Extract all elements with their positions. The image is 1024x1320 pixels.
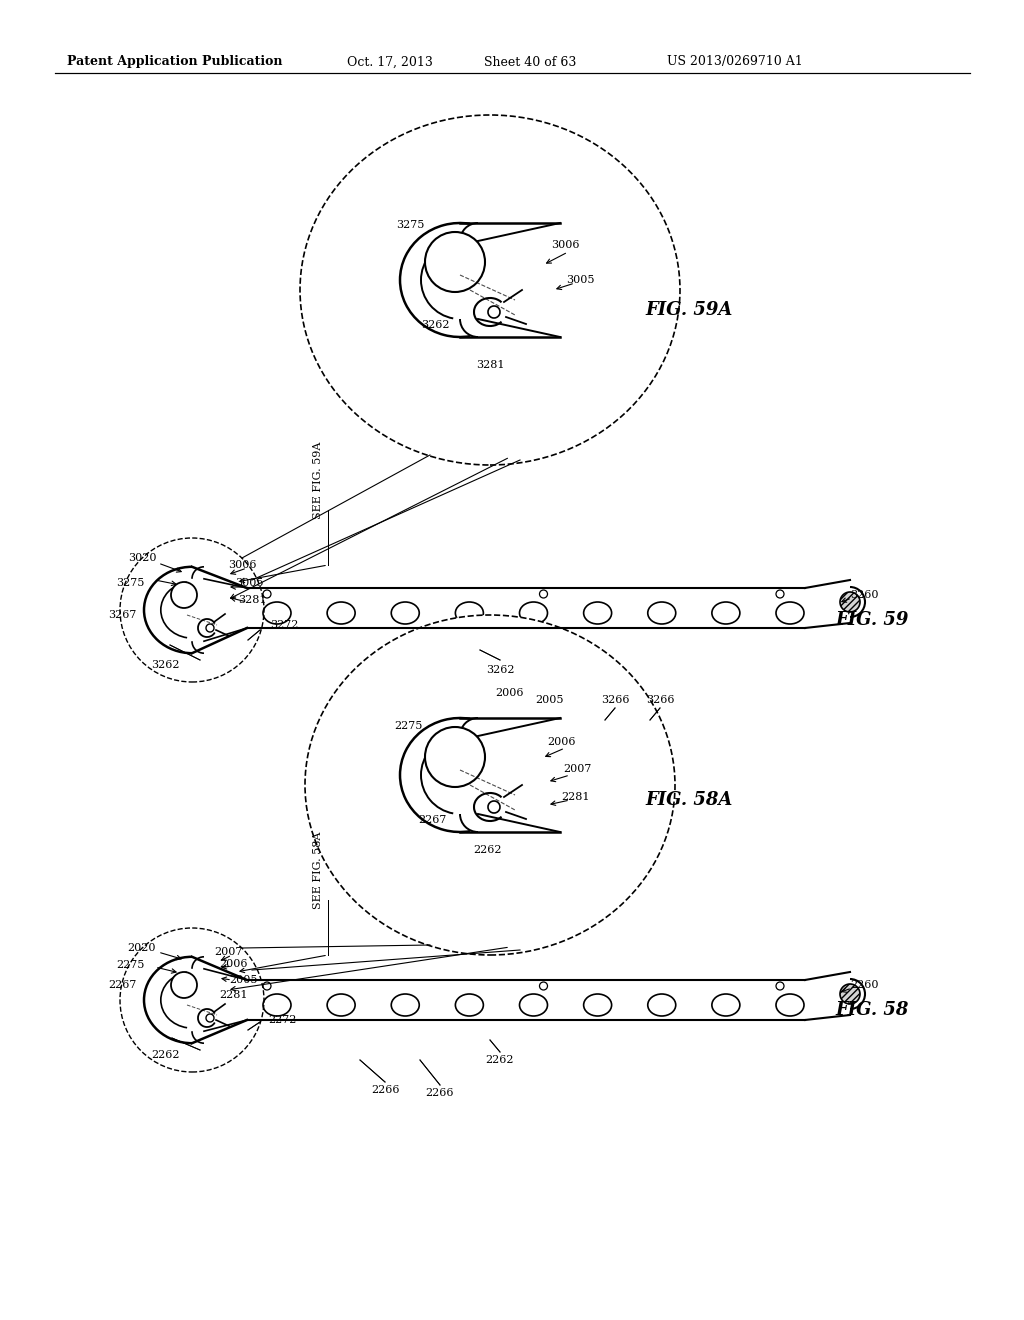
Text: 2007: 2007 bbox=[563, 764, 591, 774]
Ellipse shape bbox=[305, 615, 675, 954]
Ellipse shape bbox=[648, 602, 676, 624]
Text: 3266: 3266 bbox=[646, 696, 674, 705]
Text: 2262: 2262 bbox=[485, 1055, 514, 1065]
Text: FIG. 59A: FIG. 59A bbox=[645, 301, 732, 319]
Text: 2266: 2266 bbox=[371, 1085, 399, 1096]
Ellipse shape bbox=[648, 994, 676, 1016]
Text: SEE FIG. 58A: SEE FIG. 58A bbox=[313, 832, 323, 908]
Circle shape bbox=[263, 590, 271, 598]
Ellipse shape bbox=[776, 602, 804, 624]
Text: 3005: 3005 bbox=[565, 275, 594, 285]
Text: 3262: 3262 bbox=[421, 319, 450, 330]
Text: 2275: 2275 bbox=[116, 960, 144, 970]
Text: FIG. 59: FIG. 59 bbox=[835, 611, 908, 630]
Text: FIG. 58: FIG. 58 bbox=[835, 1001, 908, 1019]
Circle shape bbox=[425, 727, 485, 787]
Text: 3260: 3260 bbox=[850, 590, 879, 601]
Ellipse shape bbox=[391, 602, 419, 624]
Text: 2262: 2262 bbox=[473, 845, 502, 855]
Ellipse shape bbox=[300, 115, 680, 465]
Text: 2006: 2006 bbox=[219, 960, 247, 969]
Ellipse shape bbox=[712, 994, 740, 1016]
Text: 2020: 2020 bbox=[128, 942, 157, 953]
Circle shape bbox=[263, 982, 271, 990]
Circle shape bbox=[776, 590, 784, 598]
Text: Sheet 40 of 63: Sheet 40 of 63 bbox=[483, 55, 577, 69]
Text: 3262: 3262 bbox=[485, 665, 514, 675]
Ellipse shape bbox=[327, 602, 355, 624]
Text: 2005: 2005 bbox=[536, 696, 564, 705]
Circle shape bbox=[540, 982, 548, 990]
Text: 3281: 3281 bbox=[238, 595, 266, 605]
Circle shape bbox=[776, 982, 784, 990]
Text: 2006: 2006 bbox=[496, 688, 524, 698]
Ellipse shape bbox=[712, 602, 740, 624]
Ellipse shape bbox=[263, 602, 291, 624]
Text: 2267: 2267 bbox=[418, 814, 446, 825]
Text: 3281: 3281 bbox=[476, 360, 504, 370]
Circle shape bbox=[840, 591, 860, 612]
Text: 2262: 2262 bbox=[151, 1049, 179, 1060]
Ellipse shape bbox=[327, 994, 355, 1016]
Text: 3006: 3006 bbox=[551, 240, 580, 249]
Ellipse shape bbox=[456, 602, 483, 624]
Circle shape bbox=[171, 972, 197, 998]
Text: 2007: 2007 bbox=[214, 946, 243, 957]
Text: 2275: 2275 bbox=[394, 721, 422, 731]
Circle shape bbox=[425, 232, 485, 292]
Text: 2281: 2281 bbox=[562, 792, 590, 803]
Ellipse shape bbox=[776, 994, 804, 1016]
Text: US 2013/0269710 A1: US 2013/0269710 A1 bbox=[667, 55, 803, 69]
Text: 2266: 2266 bbox=[426, 1088, 455, 1098]
Text: 3275: 3275 bbox=[116, 578, 144, 587]
Ellipse shape bbox=[519, 994, 548, 1016]
Ellipse shape bbox=[584, 602, 611, 624]
Text: 3005: 3005 bbox=[234, 578, 263, 587]
Text: 3006: 3006 bbox=[227, 560, 256, 570]
Text: Patent Application Publication: Patent Application Publication bbox=[68, 55, 283, 69]
Text: 3267: 3267 bbox=[108, 610, 136, 620]
Circle shape bbox=[171, 582, 197, 609]
Text: 3020: 3020 bbox=[128, 553, 157, 564]
Text: 2281: 2281 bbox=[219, 990, 248, 1001]
Ellipse shape bbox=[263, 994, 291, 1016]
Ellipse shape bbox=[584, 994, 611, 1016]
Text: 2267: 2267 bbox=[108, 979, 136, 990]
Text: FIG. 58A: FIG. 58A bbox=[645, 791, 732, 809]
Text: 2006: 2006 bbox=[548, 737, 577, 747]
Text: 3275: 3275 bbox=[396, 220, 424, 230]
Text: 2005: 2005 bbox=[228, 975, 257, 985]
Ellipse shape bbox=[519, 602, 548, 624]
Ellipse shape bbox=[391, 994, 419, 1016]
Text: Oct. 17, 2013: Oct. 17, 2013 bbox=[347, 55, 433, 69]
Text: 2260: 2260 bbox=[850, 979, 879, 990]
Ellipse shape bbox=[456, 994, 483, 1016]
Text: 3262: 3262 bbox=[151, 660, 179, 671]
Text: SEE FIG. 59A: SEE FIG. 59A bbox=[313, 441, 323, 519]
Circle shape bbox=[540, 590, 548, 598]
Text: 3272: 3272 bbox=[270, 620, 298, 630]
Text: 3266: 3266 bbox=[601, 696, 630, 705]
Text: 2272: 2272 bbox=[268, 1015, 296, 1026]
Circle shape bbox=[840, 983, 860, 1005]
